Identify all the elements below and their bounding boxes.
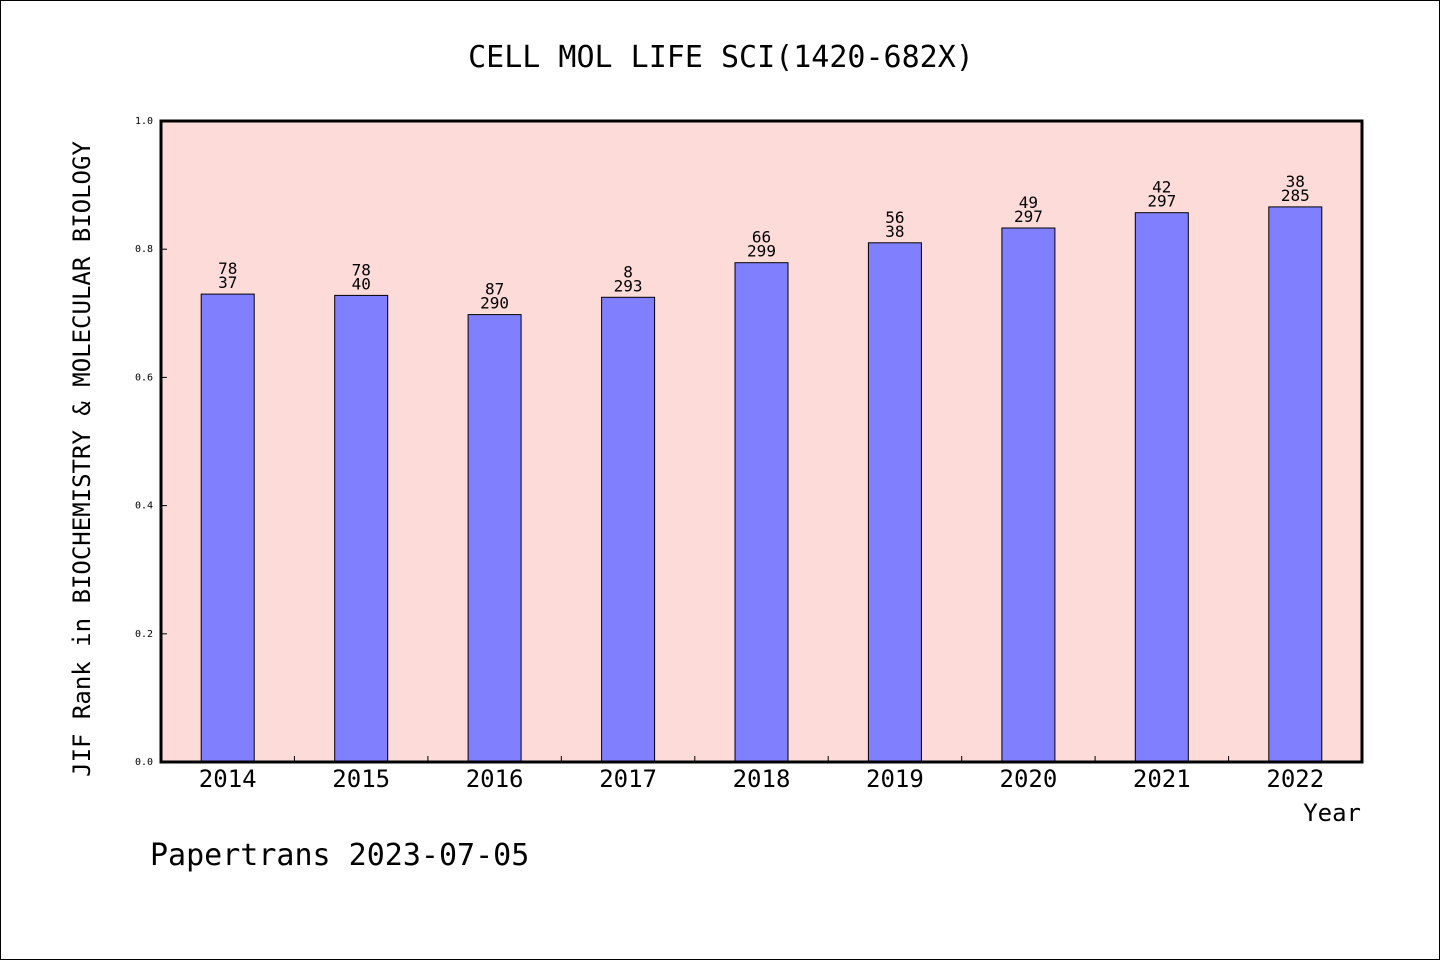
bar-2016 [467,314,522,763]
bar-total-label-2017: 293 [614,276,643,295]
bar-total-label-2021: 297 [1147,192,1176,211]
bar-total-label-2014: 37 [218,273,237,292]
bar-2018 [734,262,789,763]
bar-total-label-2019: 38 [885,222,904,241]
x-tick-label-2018: 2018 [733,765,791,793]
bar-rank-label-2019: 56 [885,208,904,227]
bar-rank-label-2016: 87 [485,280,504,299]
chart-title: CELL MOL LIFE SCI(1420-682X) [468,40,974,75]
bars-group [200,206,1323,763]
bar-2017 [601,296,656,763]
plot-border [159,119,1364,764]
bar-total-label-2016: 290 [480,294,509,313]
x-tick-label-2021: 2021 [1133,765,1191,793]
bar-total-label-2020: 297 [1014,207,1043,226]
bar-2022 [1268,206,1323,763]
y-tick-label: 0.6 [135,372,153,383]
y-tick-label: 0.8 [135,244,153,255]
x-tick-label-2014: 2014 [199,765,257,793]
x-axis-label: Year [1303,799,1361,827]
bar-rank-label-2018: 66 [752,228,771,247]
bar-total-label-2018: 299 [747,242,776,261]
x-tick-label-2019: 2019 [866,765,924,793]
bar-rank-label-2014: 78 [218,259,237,278]
bar-2019 [867,242,922,763]
y-tick-label: 0.0 [135,757,153,768]
bar-rank-label-2022: 38 [1286,172,1305,191]
bar-2020 [1001,227,1056,763]
bar-rank-label-2021: 42 [1152,178,1171,197]
x-tick-label-2022: 2022 [1266,765,1324,793]
bar-rank-label-2020: 49 [1019,193,1038,212]
y-axis-label: JIF Rank in BIOCHEMISTRY & MOLECULAR BIO… [68,141,96,777]
x-axis-ticks: 2014 2015 2016 2017 2018 2019 2020 2021 2022 [199,756,1324,793]
bar-total-label-2015: 40 [352,274,371,293]
y-tick-label: 0.4 [135,501,153,512]
bar-2015 [334,294,389,763]
x-tick-label-2016: 2016 [466,765,524,793]
y-tick-label: 0.2 [135,629,153,640]
bar-total-label-2022: 285 [1281,186,1310,205]
footer-text: Papertrans 2023-07-05 [150,838,529,873]
bar-rank-label-2017: 8 [623,262,633,281]
y-tick-label: 1.0 [135,116,153,127]
bar-2021 [1134,212,1189,763]
bar-rank-label-2015: 78 [352,260,371,279]
x-tick-label-2015: 2015 [332,765,390,793]
bar-2014 [200,293,255,763]
x-tick-label-2020: 2020 [1000,765,1058,793]
x-tick-label-2017: 2017 [599,765,657,793]
